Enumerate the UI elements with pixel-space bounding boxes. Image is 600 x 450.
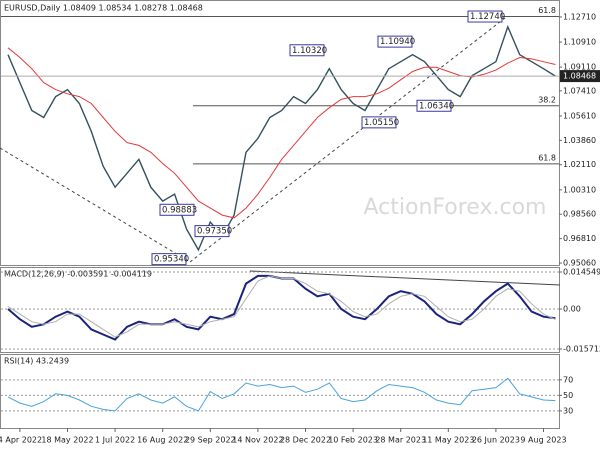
level-label: 38.2 [538,95,556,104]
trend-line [189,17,506,263]
y-tick-label: -0.015712 [563,345,600,354]
last-price-label: 1.08468 [563,72,596,81]
x-tick-label: 11 May 2023 [422,436,474,445]
x-tick-label: 1 Jul 2022 [95,436,135,445]
y-tick-label: 0.96810 [563,234,596,243]
y-tick-label: 0.00 [563,305,581,314]
chart-title: EURUSD,Daily 1.08409 1.08534 1.08278 1.0… [4,4,203,13]
annotation-box [377,35,413,48]
annotation-label: 1.10320 [292,46,327,56]
level-label: 61.8 [538,6,556,15]
rsi-frame [0,354,560,429]
x-tick-label: 9 Aug 2023 [520,436,566,445]
y-tick-label: 0.98560 [563,210,596,219]
annotation-box [416,99,452,112]
y-tick-label: 1.02110 [563,160,596,169]
annotation-box [289,44,325,57]
series-line [7,24,556,252]
y-tick-label: 50 [563,391,573,400]
series-line [7,47,556,219]
x-tick-label: 28 Dec 2022 [280,436,331,445]
y-tick-label: 1.10910 [563,38,596,47]
y-tick-label: 1.03860 [563,136,596,145]
y-tick-label: 1.12710 [563,12,596,21]
annotation-box [194,225,230,238]
x-tick-label: 28 Mar 2023 [375,436,426,445]
main-frame [0,0,560,266]
annotation-label: 1.06340 [419,101,454,111]
y-tick-label: 0.95060 [563,259,596,268]
rsi-title: RSI(14) 43.2439 [4,357,69,366]
trend-line [249,270,561,286]
y-tick-label: 1.07410 [563,86,596,95]
x-tick-label: 10 Feb 2023 [328,436,378,445]
annotation-box [467,10,503,23]
watermark: ActionForex.com [364,195,547,220]
x-tick-label: 14 Nov 2022 [232,436,283,445]
series-line [7,274,556,341]
annotation-label: 1.12740 [470,12,505,22]
trend-line [0,147,191,263]
y-tick-label: 1.09110 [563,63,596,72]
annotation-box [151,253,187,266]
macd-title: MACD(12,26,9) -0.003591 -0.004119 [4,270,152,279]
level-label: 61.8 [538,153,556,162]
annotation-label: 0.98883 [162,205,197,215]
macd-frame [0,267,560,353]
x-tick-label: 18 May 2022 [41,436,93,445]
y-tick-label: 30 [563,406,573,415]
y-tick-label: 0.014549 [563,267,600,276]
last-price-box [560,70,600,83]
x-tick-label: 26 Jun 2023 [472,436,520,445]
annotation-box [159,203,195,216]
y-tick-label: 1.00310 [563,185,596,194]
annotation-box [361,116,397,129]
series-line [7,275,556,338]
annotation-label: 0.95340 [154,255,189,265]
x-tick-label: 29 Sep 2022 [185,436,236,445]
y-tick-label: 1.05610 [563,111,596,120]
x-tick-label: 4 Apr 2022 [0,436,42,445]
annotation-label: 0.97350 [197,227,232,237]
annotation-label: 1.10940 [380,37,415,47]
y-tick-label: 70 [563,375,573,384]
annotation-label: 1.05150 [364,118,399,128]
x-tick-label: 16 Aug 2022 [137,436,188,445]
series-line [7,377,556,412]
